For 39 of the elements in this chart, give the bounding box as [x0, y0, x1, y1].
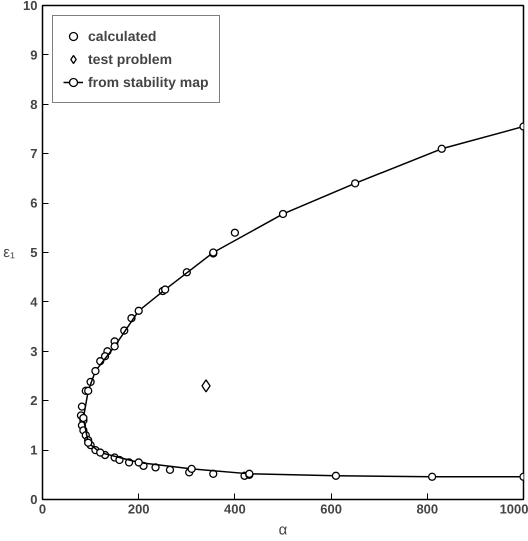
y-axis-title: ε₁: [3, 244, 16, 261]
point: [166, 466, 174, 474]
y-tick-label: 0: [30, 492, 38, 507]
y-tick-label: 3: [30, 344, 38, 359]
point: [187, 464, 196, 474]
x-tick-label: 600: [320, 502, 342, 516]
point: [351, 179, 360, 188]
point: [278, 210, 288, 218]
point: [91, 366, 100, 376]
y-tick-label: 2: [30, 393, 38, 408]
point: [110, 342, 119, 351]
legend-label: from stability map: [88, 74, 209, 90]
point: [332, 472, 340, 480]
point: [134, 458, 143, 467]
x-tick-label: 400: [224, 502, 246, 516]
x-tick-label: 800: [416, 502, 438, 516]
point: [96, 448, 104, 457]
point: [438, 144, 446, 153]
point: [84, 386, 92, 395]
point: [134, 306, 143, 315]
x-axis-title: α: [278, 522, 288, 538]
y-tick-label: 7: [30, 146, 38, 162]
legend-label: test problem: [88, 51, 172, 67]
x-tick-label: 200: [128, 502, 150, 516]
point: [84, 438, 92, 447]
y-tick-label: 1: [30, 442, 38, 458]
point: [201, 379, 211, 393]
point: [230, 228, 240, 237]
y-tick-label: 10: [23, 0, 38, 13]
y-tick-label: 9: [30, 47, 38, 62]
point: [428, 472, 436, 481]
y-tick-label: 4: [30, 294, 38, 310]
y-tick-label: 5: [30, 245, 38, 260]
legend-label: calculated: [88, 28, 156, 44]
x-tick-label: 1000: [500, 502, 528, 516]
y-tick-label: 6: [30, 196, 38, 211]
point: [161, 285, 170, 294]
point: [79, 414, 88, 422]
y-tick-label: 8: [30, 96, 38, 112]
